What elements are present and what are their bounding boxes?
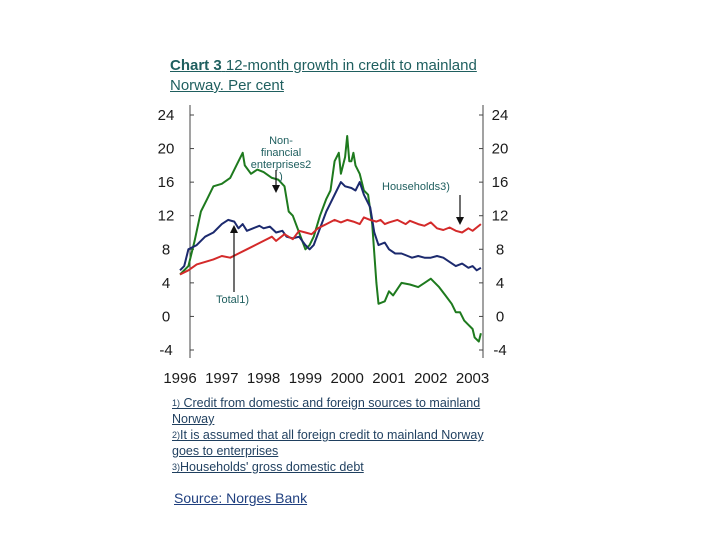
footnote-3-mark: 3) [172, 462, 181, 472]
x-tick-label: 1998 [247, 370, 280, 387]
footnote-2: 2)It is assumed that all foreign credit … [172, 427, 492, 459]
footnote-1-text: Credit from domestic and foreign sources… [172, 396, 481, 426]
annotation-enterprises-line: financial [261, 147, 301, 159]
y-tick-label-left: 12 [158, 208, 175, 225]
y-tick-label-right: 12 [492, 208, 509, 225]
annotation-enterprises-arrowhead [272, 185, 280, 193]
chart-title-text: 12-month growth in credit to mainland No… [170, 57, 477, 94]
series-line-2 [179, 181, 482, 272]
x-tick-label: 1997 [205, 370, 238, 387]
y-tick-label-right: -4 [493, 342, 506, 359]
y-tick-label-left: 8 [162, 241, 170, 258]
y-tick-label-left: -4 [159, 342, 172, 359]
chart-title-number: Chart 3 [170, 57, 222, 74]
annotation-total: Total1) [216, 294, 249, 306]
x-tick-label: 1996 [163, 370, 196, 387]
chart-axes: 24 24 20 20 16 16 12 12 8 8 4 4 0 0 -4 -4 1996 1997 1998 19… [158, 105, 509, 387]
x-tick-label: 2001 [372, 370, 405, 387]
y-tick-label-left: 24 [158, 107, 175, 124]
y-tick-label-left: 20 [158, 141, 175, 158]
y-tick-label-left: 16 [158, 174, 175, 191]
chart-series [179, 135, 482, 343]
source-note: Source: Norges Bank [174, 490, 308, 506]
footnote-1: 1) Credit from domestic and foreign sour… [172, 395, 492, 427]
footnote-3: 3)Households' gross domestic debt [172, 459, 492, 475]
annotation-enterprises-line: enterprises2 [251, 159, 312, 171]
footnote-3-text: Households' gross domestic debt [180, 460, 364, 474]
series-line-3 [179, 216, 482, 276]
footnote-2-text: It is assumed that all foreign credit to… [172, 428, 484, 458]
x-tick-label: 1999 [289, 370, 322, 387]
y-tick-label-right: 4 [496, 275, 504, 292]
footnote-1-mark: 1) [172, 398, 181, 408]
x-tick-label: 2002 [414, 370, 447, 387]
annotation-enterprises-line: ) [279, 171, 283, 183]
y-tick-label-right: 24 [492, 107, 509, 124]
series-line-1 [179, 135, 482, 343]
chart-title: Chart 3 12-month growth in credit to mai… [170, 56, 490, 96]
annotation-total-arrowhead [230, 225, 238, 233]
y-tick-label-left: 0 [162, 308, 170, 325]
y-tick-label-right: 0 [496, 308, 504, 325]
annotation-households: Households3) [382, 181, 450, 193]
annotation-households-arrowhead [456, 217, 464, 225]
footnote-2-mark: 2) [172, 430, 181, 440]
y-tick-label-right: 8 [496, 241, 504, 258]
x-tick-label: 2000 [330, 370, 363, 387]
y-tick-label-left: 4 [162, 275, 170, 292]
footnotes: 1) Credit from domestic and foreign sour… [172, 395, 492, 475]
x-tick-label: 2003 [456, 370, 489, 387]
annotation-enterprises-line: Non- [269, 135, 293, 147]
y-tick-label-right: 20 [492, 141, 509, 158]
y-tick-label-right: 16 [492, 174, 509, 191]
